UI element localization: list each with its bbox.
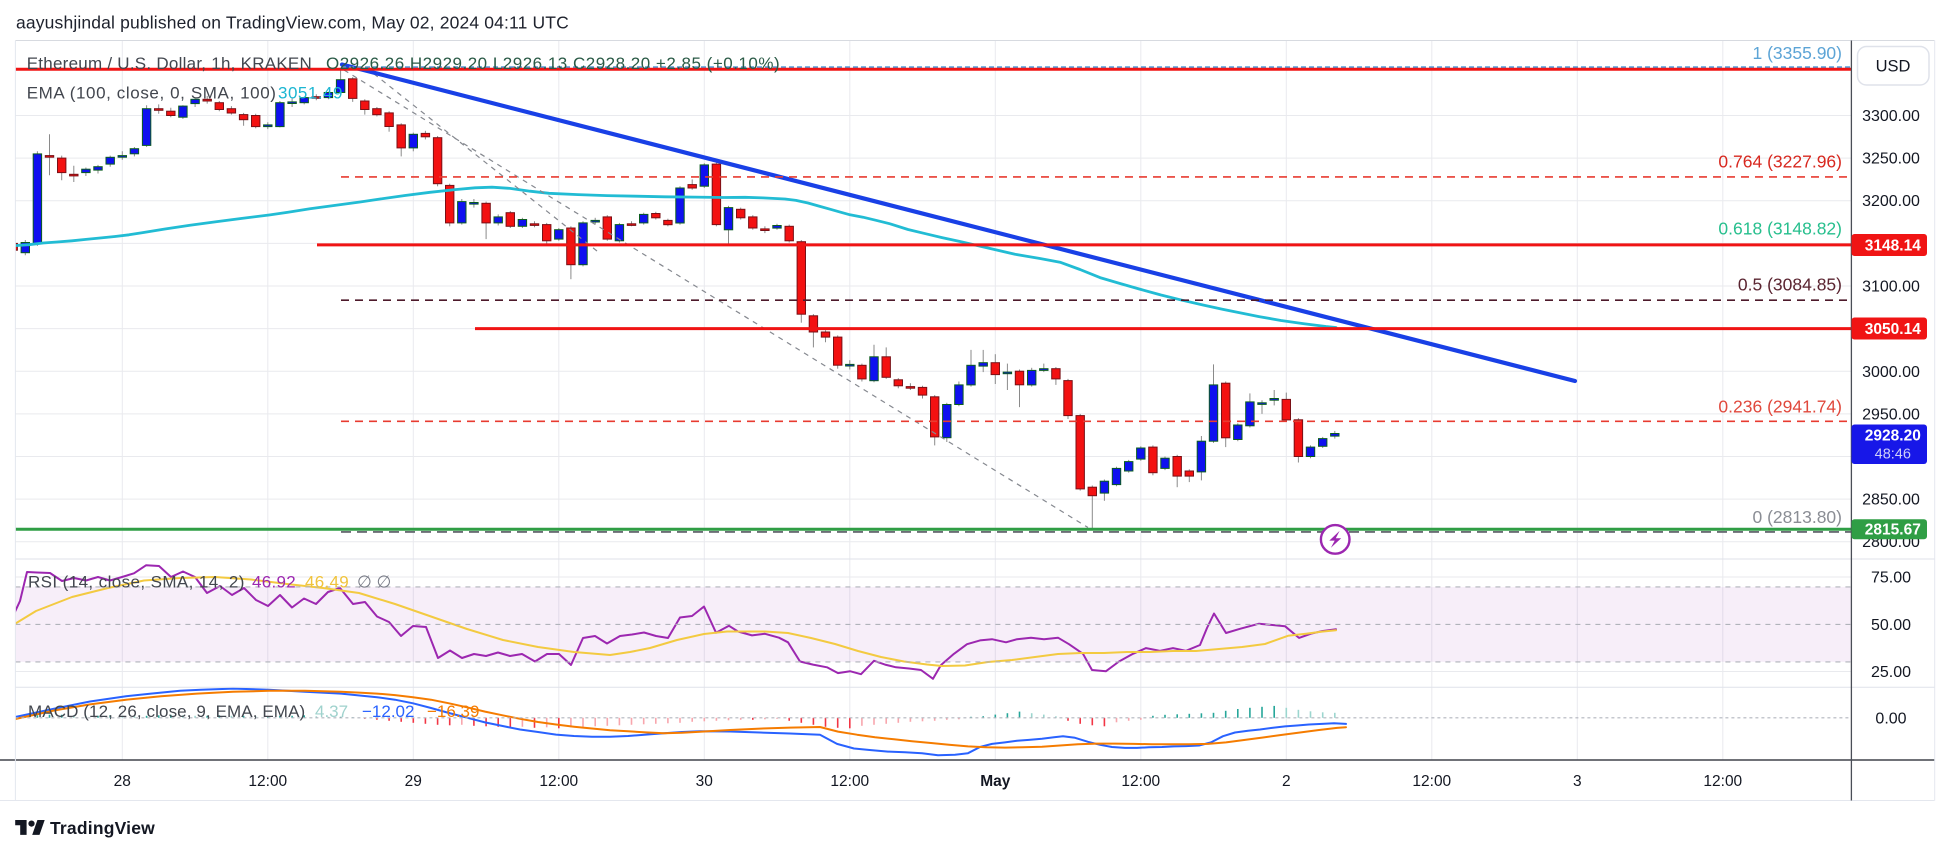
svg-text:28: 28 (114, 773, 131, 790)
svg-text:3000.00: 3000.00 (1862, 364, 1920, 381)
svg-text:12:00: 12:00 (539, 773, 578, 790)
svg-text:0.764 (3227.96): 0.764 (3227.96) (1718, 151, 1842, 171)
svg-text:0.5 (3084.85): 0.5 (3084.85) (1738, 274, 1842, 294)
svg-text:3: 3 (1573, 773, 1582, 790)
svg-text:4.37: 4.37 (315, 702, 348, 721)
svg-text:46.92: 46.92 (252, 573, 296, 592)
svg-text:30: 30 (696, 773, 714, 790)
svg-text:12:00: 12:00 (1703, 773, 1742, 790)
svg-text:1 (3355.90): 1 (3355.90) (1752, 43, 1842, 63)
svg-text:46.49: 46.49 (305, 573, 349, 592)
svg-text:O2926.26 H2929.20 L2926.13 C29: O2926.26 H2929.20 L2926.13 C2928.20 +2.8… (326, 54, 780, 73)
svg-text:3300.00: 3300.00 (1862, 108, 1920, 125)
svg-text:MACD (12, 26, close, 9, EMA, E: MACD (12, 26, close, 9, EMA, EMA) (28, 702, 305, 721)
svg-text:75.00: 75.00 (1871, 570, 1911, 587)
svg-text:3051.49: 3051.49 (278, 84, 343, 103)
svg-text:−12.02: −12.02 (362, 702, 414, 721)
svg-text:May: May (980, 773, 1011, 790)
svg-text:0.00: 0.00 (1875, 710, 1906, 727)
svg-text:12:00: 12:00 (830, 773, 869, 790)
svg-text:aayushjindal published on Trad: aayushjindal published on TradingView.co… (16, 13, 569, 33)
svg-text:3250.00: 3250.00 (1862, 151, 1920, 168)
svg-text:2950.00: 2950.00 (1862, 406, 1920, 423)
svg-text:2: 2 (1282, 773, 1291, 790)
svg-text:2815.67: 2815.67 (1865, 522, 1921, 539)
svg-text:48:46: 48:46 (1875, 447, 1911, 463)
svg-text:50.00: 50.00 (1871, 617, 1911, 634)
svg-text:0.618 (3148.82): 0.618 (3148.82) (1718, 218, 1842, 238)
svg-text:3100.00: 3100.00 (1862, 279, 1920, 296)
svg-text:3050.14: 3050.14 (1865, 321, 1921, 338)
svg-text:12:00: 12:00 (1412, 773, 1451, 790)
svg-text:2928.20: 2928.20 (1865, 428, 1921, 445)
svg-text:EMA (100, close, 0, SMA, 100): EMA (100, close, 0, SMA, 100) (27, 84, 277, 103)
svg-text:Ethereum / U.S. Dollar, 1h, KR: Ethereum / U.S. Dollar, 1h, KRAKEN (27, 54, 312, 73)
svg-text:0.236 (2941.74): 0.236 (2941.74) (1718, 396, 1842, 416)
svg-text:0 (2813.80): 0 (2813.80) (1752, 507, 1842, 527)
svg-text:∅ ∅: ∅ ∅ (357, 573, 391, 592)
svg-text:2850.00: 2850.00 (1862, 492, 1920, 509)
svg-text:29: 29 (405, 773, 422, 790)
svg-text:12:00: 12:00 (248, 773, 287, 790)
svg-text:12:00: 12:00 (1121, 773, 1160, 790)
svg-text:USD: USD (1876, 58, 1911, 76)
svg-text:25.00: 25.00 (1871, 664, 1911, 681)
svg-text:TradingView: TradingView (50, 818, 155, 838)
svg-text:RSI (14, close, SMA, 14, 2): RSI (14, close, SMA, 14, 2) (28, 573, 245, 592)
svg-text:3148.14: 3148.14 (1865, 238, 1921, 255)
svg-text:−16.39: −16.39 (427, 702, 479, 721)
svg-text:3200.00: 3200.00 (1862, 193, 1920, 210)
